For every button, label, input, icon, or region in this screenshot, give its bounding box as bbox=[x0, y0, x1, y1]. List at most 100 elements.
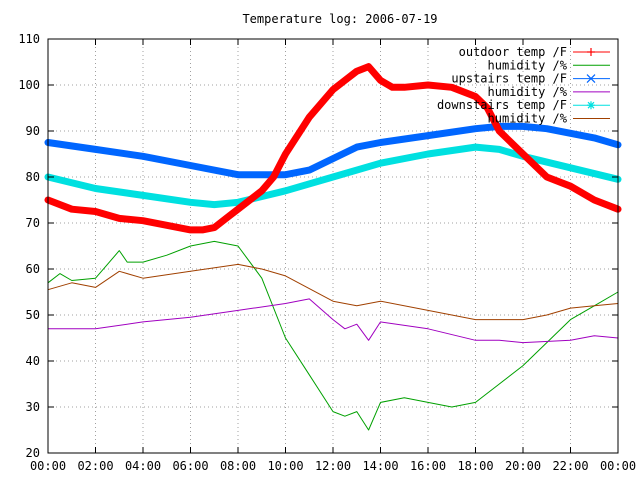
x-tick-label: 04:00 bbox=[125, 459, 161, 473]
data-point bbox=[211, 224, 218, 231]
series-layer bbox=[44, 63, 622, 431]
data-point bbox=[306, 167, 313, 174]
data-point bbox=[567, 164, 574, 171]
y-tick-label: 100 bbox=[18, 78, 40, 92]
data-point bbox=[389, 84, 396, 91]
data-point bbox=[92, 185, 99, 192]
x-tick-label: 10:00 bbox=[267, 459, 303, 473]
data-point bbox=[235, 206, 241, 213]
data-point bbox=[496, 128, 503, 134]
data-point bbox=[425, 151, 431, 157]
legend-entry: humidity /% bbox=[488, 85, 610, 99]
data-point bbox=[140, 217, 146, 224]
data-point bbox=[448, 84, 455, 91]
grid-lines bbox=[48, 39, 618, 453]
data-point bbox=[520, 151, 526, 157]
legend-label: humidity /% bbox=[488, 85, 568, 99]
legend-label: upstairs temp /F bbox=[451, 72, 567, 86]
series-3-group bbox=[47, 298, 619, 344]
series-5-group bbox=[47, 263, 619, 321]
data-point bbox=[187, 199, 194, 206]
y-tick-label: 40 bbox=[26, 354, 40, 368]
data-point bbox=[116, 215, 123, 222]
series-1-group bbox=[47, 240, 619, 431]
legend-label: humidity /% bbox=[488, 112, 568, 126]
data-point bbox=[377, 160, 384, 167]
data-point bbox=[425, 132, 431, 139]
data-point bbox=[282, 171, 289, 178]
ticks-layer: 20 30 40 50 60 70 80 90 100 110 00:00 02:00 04:00 06:… bbox=[18, 32, 636, 473]
legend-marker-star bbox=[587, 101, 595, 110]
y-tick-label: 50 bbox=[26, 308, 40, 322]
data-point bbox=[377, 77, 384, 84]
chart-title: Temperature log: 2006-07-19 bbox=[242, 12, 437, 26]
data-point bbox=[187, 162, 194, 169]
data-point bbox=[223, 215, 230, 222]
data-point bbox=[211, 201, 218, 208]
data-point bbox=[282, 151, 289, 157]
legend-label: humidity /% bbox=[488, 58, 568, 72]
series-line-0 bbox=[44, 63, 622, 234]
x-tick-label: 16:00 bbox=[410, 459, 446, 473]
y-tick-label: 20 bbox=[26, 446, 40, 460]
data-point bbox=[163, 222, 170, 229]
legend-label: downstairs temp /F bbox=[437, 98, 567, 112]
data-point bbox=[140, 192, 146, 199]
data-point bbox=[591, 134, 598, 141]
data-point bbox=[282, 187, 289, 194]
data-point bbox=[567, 183, 574, 190]
x-tick-label: 18:00 bbox=[457, 459, 493, 473]
data-point bbox=[472, 125, 479, 132]
data-point bbox=[377, 139, 384, 146]
data-point bbox=[472, 144, 479, 151]
legend-marker-plus bbox=[587, 48, 595, 56]
data-point bbox=[425, 82, 431, 88]
series-2-group bbox=[44, 122, 622, 179]
data-point bbox=[591, 197, 598, 203]
series-line-1 bbox=[47, 240, 619, 431]
data-point bbox=[330, 174, 336, 180]
data-point bbox=[543, 174, 550, 180]
data-point bbox=[92, 146, 99, 153]
x-tick-label: 14:00 bbox=[362, 459, 398, 473]
data-point bbox=[235, 171, 241, 178]
series-0-group bbox=[44, 63, 622, 234]
x-tick-label: 02:00 bbox=[77, 459, 113, 473]
y-tick-label: 30 bbox=[26, 400, 40, 414]
y-tick-label: 60 bbox=[26, 262, 40, 276]
x-tick-label: 06:00 bbox=[172, 459, 208, 473]
legend-entry: upstairs temp /F bbox=[451, 72, 610, 86]
y-tick-label: 80 bbox=[26, 170, 40, 184]
data-point bbox=[140, 153, 146, 160]
data-point bbox=[187, 226, 194, 233]
data-point bbox=[341, 77, 348, 84]
data-point bbox=[520, 123, 526, 130]
x-tick-label: 20:00 bbox=[505, 459, 541, 473]
series-line-3 bbox=[47, 298, 619, 344]
legend-entry: outdoor temp /F bbox=[459, 45, 610, 59]
legend-label: outdoor temp /F bbox=[459, 45, 567, 59]
y-tick-label: 90 bbox=[26, 124, 40, 138]
x-tick-label: 22:00 bbox=[552, 459, 588, 473]
data-point bbox=[92, 208, 99, 215]
data-point bbox=[365, 63, 372, 70]
series-line-2 bbox=[44, 122, 622, 179]
data-point bbox=[68, 206, 75, 213]
data-point bbox=[330, 86, 336, 93]
y-tick-label: 70 bbox=[26, 216, 40, 230]
data-point bbox=[330, 155, 336, 162]
series-4-group bbox=[44, 143, 622, 209]
legend-entry: humidity /% bbox=[488, 112, 610, 126]
data-point bbox=[353, 144, 360, 151]
data-point bbox=[496, 146, 503, 153]
x-tick-label: 08:00 bbox=[220, 459, 256, 473]
data-point bbox=[567, 130, 574, 137]
legend-marker-cross bbox=[586, 74, 596, 84]
x-tick-label: 00:00 bbox=[30, 459, 66, 473]
data-point bbox=[306, 114, 313, 121]
legend-entry: downstairs temp /F bbox=[437, 98, 610, 112]
series-line-5 bbox=[47, 263, 619, 321]
data-point bbox=[401, 84, 408, 91]
